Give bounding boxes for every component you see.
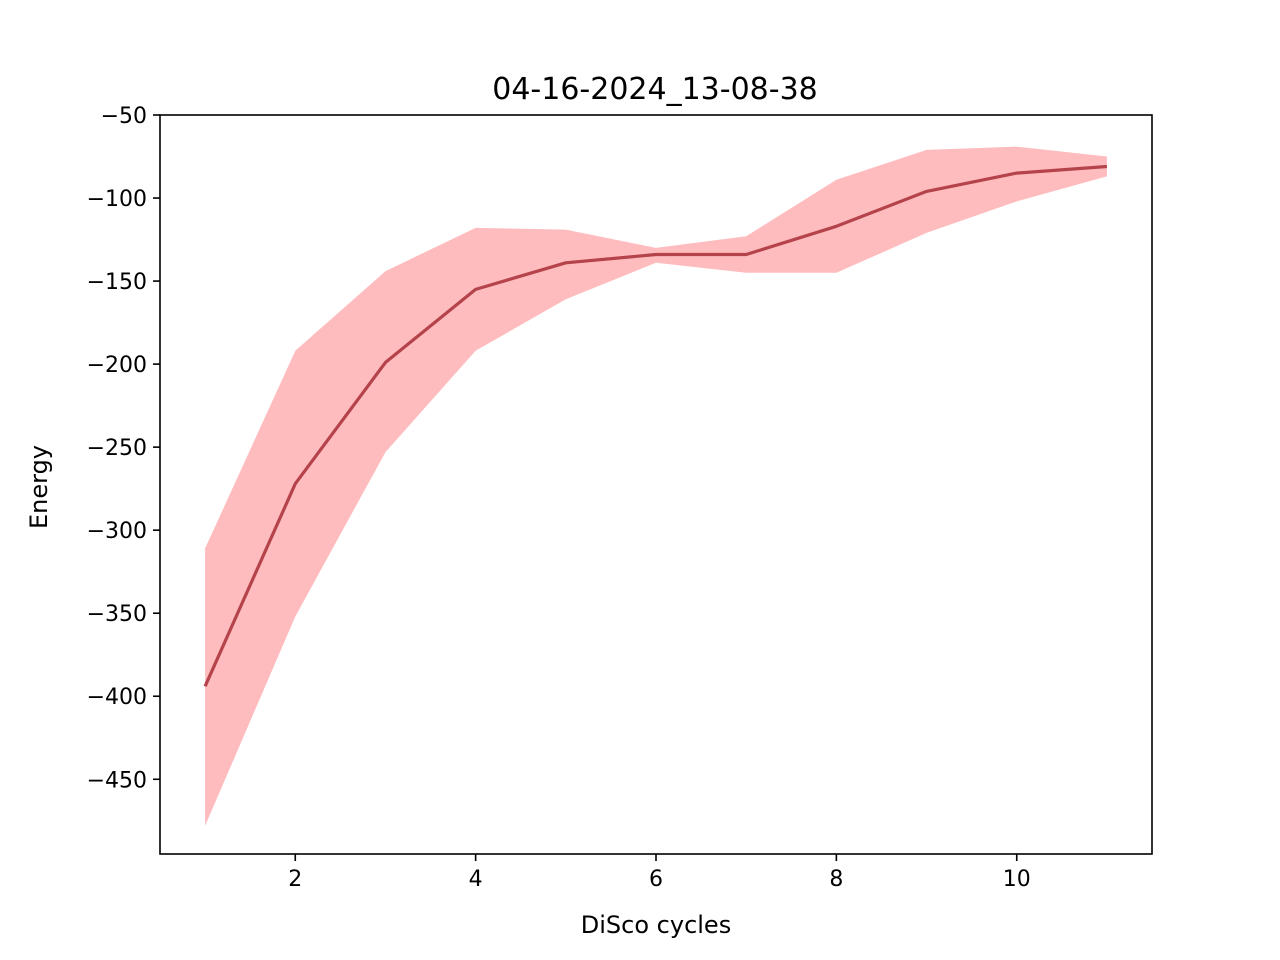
confidence-band <box>205 146 1107 826</box>
confidence-band-layer <box>205 146 1107 826</box>
y-tick-label: −350 <box>87 602 147 627</box>
y-axis: −50 −100 −150 −200 −250 −300 −350 −400 −450 <box>87 104 160 793</box>
x-tick-label: 8 <box>829 867 843 892</box>
x-tick-label: 4 <box>469 867 483 892</box>
chart-title: 04-16-2024_13-08-38 <box>492 72 818 107</box>
x-axis: 2 4 6 8 10 <box>288 854 1031 892</box>
y-axis-label: Energy <box>25 445 53 529</box>
y-tick-label: −100 <box>87 187 147 212</box>
y-tick-label: −300 <box>87 519 147 544</box>
x-tick-label: 2 <box>288 867 302 892</box>
y-tick-label: −250 <box>87 436 147 461</box>
x-axis-label: DiSco cycles <box>581 911 731 939</box>
y-tick-label: −400 <box>87 685 147 710</box>
x-tick-label: 6 <box>649 867 663 892</box>
y-tick-label: −200 <box>87 353 147 378</box>
y-tick-label: −50 <box>101 104 147 129</box>
y-tick-label: −150 <box>87 270 147 295</box>
y-tick-label: −450 <box>87 768 147 793</box>
x-tick-label: 10 <box>1003 867 1031 892</box>
series-line-layer <box>203 164 1108 687</box>
